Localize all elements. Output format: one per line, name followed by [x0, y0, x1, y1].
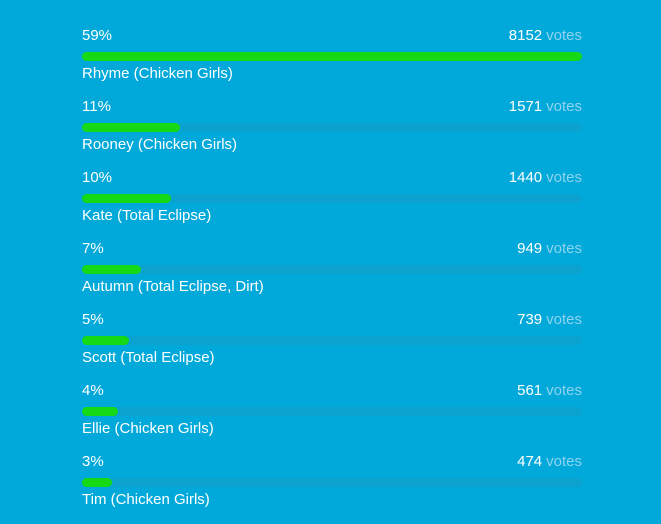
progress-track — [82, 407, 582, 416]
poll-option: 10% 1440 votes Kate (Total Eclipse) — [82, 169, 582, 240]
progress-fill — [82, 265, 141, 274]
votes-label: votes — [546, 311, 582, 328]
poll-option-header: 59% 8152 votes — [82, 27, 582, 47]
progress-fill — [82, 52, 582, 61]
poll-option-header: 10% 1440 votes — [82, 169, 582, 189]
poll-option: 11% 1571 votes Rooney (Chicken Girls) — [82, 98, 582, 169]
vote-number: 1440 — [508, 169, 543, 186]
poll-results: 59% 8152 votes Rhyme (Chicken Girls) 11% … — [82, 27, 582, 524]
poll-option-header: 3% 474 votes — [82, 453, 582, 473]
option-percent: 3% — [82, 453, 104, 470]
vote-number: 474 — [517, 453, 543, 470]
option-name: Autumn (Total Eclipse, Dirt) — [82, 278, 264, 295]
vote-number: 8152 — [508, 27, 543, 44]
option-name: Rooney (Chicken Girls) — [82, 136, 238, 153]
option-vote-count: 949 votes — [517, 240, 582, 257]
progress-track — [82, 478, 582, 487]
vote-number: 949 — [517, 240, 543, 257]
option-percent: 4% — [82, 382, 104, 399]
option-vote-count: 8152 votes — [509, 27, 582, 44]
votes-label: votes — [546, 169, 582, 186]
progress-track — [82, 52, 582, 61]
option-vote-count: 561 votes — [517, 382, 582, 399]
option-name: Tim (Chicken Girls) — [82, 491, 210, 508]
poll-option-header: 4% 561 votes — [82, 382, 582, 402]
option-vote-count: 1571 votes — [509, 98, 582, 115]
progress-fill — [82, 478, 112, 487]
votes-label: votes — [546, 27, 582, 44]
poll-option: 4% 561 votes Ellie (Chicken Girls) — [82, 382, 582, 453]
vote-number: 739 — [517, 311, 543, 328]
option-name: Scott (Total Eclipse) — [82, 349, 215, 366]
vote-number: 1571 — [508, 98, 543, 115]
option-percent: 5% — [82, 311, 104, 328]
poll-option: 3% 474 votes Tim (Chicken Girls) — [82, 453, 582, 524]
option-vote-count: 1440 votes — [509, 169, 582, 186]
option-name: Kate (Total Eclipse) — [82, 207, 212, 224]
progress-fill — [82, 194, 171, 203]
option-percent: 10% — [82, 169, 113, 186]
poll-option-header: 5% 739 votes — [82, 311, 582, 331]
poll-option: 7% 949 votes Autumn (Total Eclipse, Dirt) — [82, 240, 582, 311]
option-percent: 7% — [82, 240, 104, 257]
poll-option: 59% 8152 votes Rhyme (Chicken Girls) — [82, 27, 582, 98]
progress-track — [82, 123, 582, 132]
progress-track — [82, 265, 582, 274]
option-percent: 11% — [82, 98, 111, 115]
vote-number: 561 — [517, 382, 543, 399]
poll-option-header: 11% 1571 votes — [82, 98, 582, 118]
poll-option-header: 7% 949 votes — [82, 240, 582, 260]
votes-label: votes — [546, 240, 582, 257]
progress-track — [82, 336, 582, 345]
option-vote-count: 474 votes — [517, 453, 582, 470]
progress-fill — [82, 123, 180, 132]
votes-label: votes — [546, 382, 582, 399]
option-percent: 59% — [82, 27, 113, 44]
progress-fill — [82, 407, 118, 416]
progress-fill — [82, 336, 129, 345]
votes-label: votes — [546, 98, 582, 115]
option-vote-count: 739 votes — [517, 311, 582, 328]
option-name: Rhyme (Chicken Girls) — [82, 65, 233, 82]
option-name: Ellie (Chicken Girls) — [82, 420, 214, 437]
poll-option: 5% 739 votes Scott (Total Eclipse) — [82, 311, 582, 382]
progress-track — [82, 194, 582, 203]
votes-label: votes — [546, 453, 582, 470]
